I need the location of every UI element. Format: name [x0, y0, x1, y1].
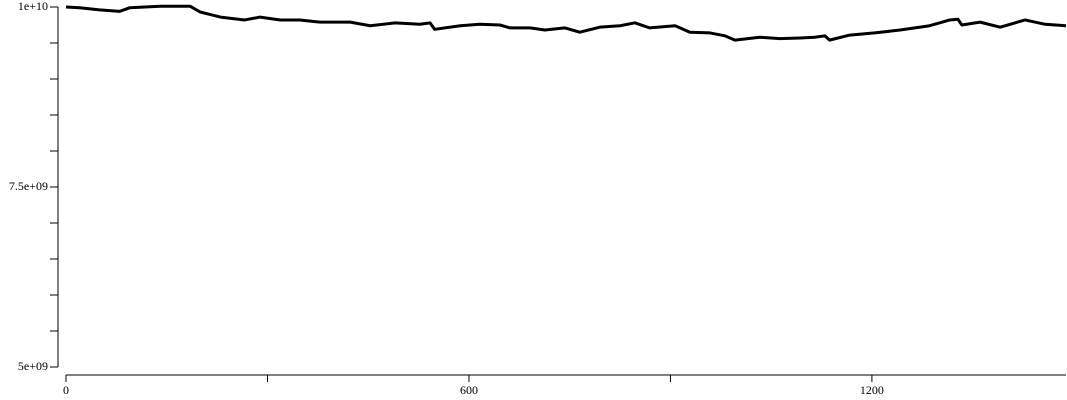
y-tick-label: 7.5e+09 — [9, 179, 48, 193]
x-tick-label: 600 — [460, 383, 478, 397]
data-line — [65, 4, 1067, 42]
y-tick-label: 5e+09 — [18, 359, 48, 373]
x-tick-label: 1200 — [860, 383, 884, 397]
y-tick-label: 1e+10 — [18, 0, 48, 13]
x-tick-label: 0 — [63, 383, 69, 397]
